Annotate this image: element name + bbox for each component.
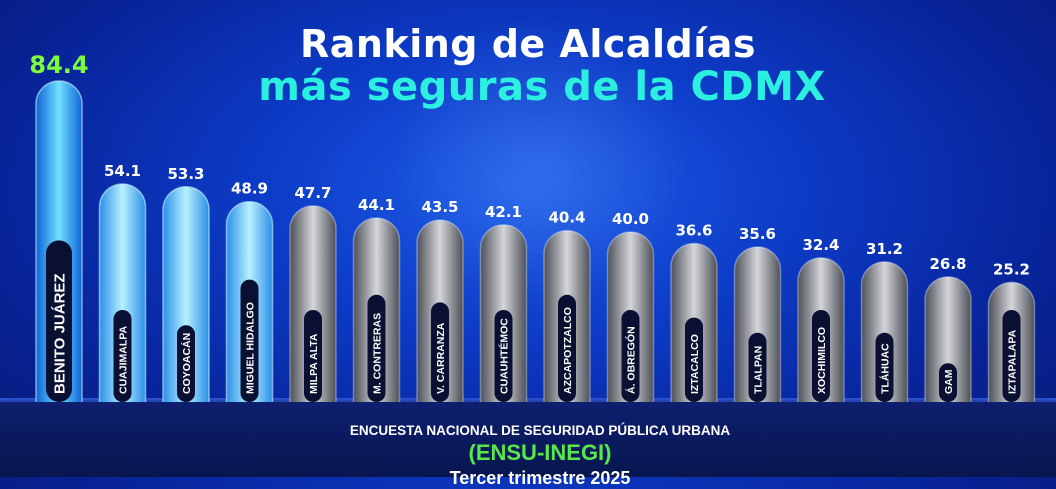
- bar-label-pill-gam: [939, 363, 957, 402]
- bar-label-pill-cuauhtemoc: [494, 310, 513, 402]
- bar-label-pill-cuajimalpa: [113, 310, 132, 402]
- category-label-gam: GAM: [943, 369, 955, 394]
- bar-outline-iztapalapa: [987, 281, 1036, 402]
- bar-label-pill-milpa-alta: [304, 310, 322, 402]
- category-label-tlalpan: TLALPAN: [752, 346, 764, 394]
- bar-label-pill-iztapalapa: [1002, 310, 1021, 402]
- bar-outline-cuauhtemoc: [479, 224, 528, 402]
- value-label-tlalpan: 35.6: [739, 225, 776, 243]
- chart-title-line2: más seguras de la CDMX: [258, 64, 826, 110]
- bar-tlalpan: [734, 246, 781, 402]
- bar-label-pill-tlahuac: [875, 332, 894, 402]
- bar-label-pill-azcapotzalco: [558, 294, 576, 402]
- source-line3: Tercer trimestre 2025: [449, 468, 631, 488]
- bar-outline-benito-juarez: [35, 80, 83, 402]
- bar-chart: BENITO JUÁREZ 84.4 CUAJIMALPA 54.1 COYOACÁN 5…: [29, 51, 1036, 402]
- bar-label-pill-iztacalco: [685, 317, 703, 402]
- source-line2: (ENSU-INEGI): [468, 440, 612, 465]
- bar-outline-cuajimalpa: [98, 183, 147, 402]
- chart-title-line1: Ranking de Alcaldías: [299, 22, 757, 66]
- value-label-coyoacan: 53.3: [167, 165, 204, 183]
- value-label-milpa-alta: 47.7: [294, 184, 331, 202]
- bar-label-pill-coyoacan: [177, 325, 195, 402]
- category-label-azcapotzalco: AZCAPOTZALCO: [562, 307, 574, 394]
- value-label-v-carranza: 43.5: [421, 198, 458, 216]
- value-label-tlahuac: 31.2: [866, 240, 903, 258]
- category-label-cuauhtemoc: CUAUHTÉMOC: [497, 318, 510, 394]
- value-label-cuauhtemoc: 42.1: [485, 203, 522, 221]
- value-label-gam: 26.8: [929, 255, 966, 273]
- category-label-coyoacan: COYOACÁN: [180, 333, 193, 394]
- source-line1: ENCUESTA NACIONAL DE SEGURIDAD PÚBLICA U…: [349, 423, 731, 438]
- category-label-benito-juarez: BENITO JUÁREZ: [51, 273, 68, 394]
- bar-tlahuac: [861, 261, 908, 402]
- category-label-tlahuac: TLÁHUAC: [878, 343, 891, 394]
- value-label-xochimilco: 32.4: [802, 236, 839, 254]
- bar-label-pill-a-obregon: [621, 310, 640, 402]
- bar-outline-v-carranza: [416, 219, 464, 402]
- bar-label-pill-m-contreras: [367, 294, 386, 402]
- category-label-miguel-hidalgo: MIGUEL HIDALGO: [244, 302, 256, 394]
- category-label-xochimilco: XOCHIMILCO: [816, 327, 828, 394]
- category-label-iztacalco: IZTACALCO: [689, 334, 701, 394]
- category-label-a-obregon: Á. OBREGÓN: [624, 326, 637, 394]
- bar-outline-xochimilco: [797, 257, 845, 402]
- value-label-iztacalco: 36.6: [675, 222, 712, 240]
- value-label-miguel-hidalgo: 48.9: [231, 180, 268, 198]
- bar-outline-miguel-hidalgo: [225, 201, 274, 402]
- floor-panel: [0, 402, 1056, 477]
- bar-coyoacan: [163, 186, 209, 402]
- bar-label-pill-benito-juarez: [46, 240, 72, 402]
- bar-label-pill-xochimilco: [812, 310, 830, 402]
- value-label-azcapotzalco: 40.4: [548, 209, 585, 227]
- value-label-m-contreras: 44.1: [358, 196, 395, 214]
- value-label-benito-juarez: 84.4: [29, 51, 88, 79]
- value-label-iztapalapa: 25.2: [993, 260, 1030, 278]
- bar-milpa-alta: [290, 205, 336, 402]
- bar-label-pill-v-carranza: [431, 302, 449, 402]
- bar-outline-coyoacan: [162, 186, 210, 402]
- bar-outline-tlalpan: [733, 246, 782, 402]
- bar-label-pill-tlalpan: [748, 332, 767, 402]
- bar-outline-a-obregon: [606, 231, 655, 402]
- bar-cuajimalpa: [99, 184, 146, 402]
- bar-outline-azcapotzalco: [543, 229, 591, 402]
- bar-outline-iztacalco: [670, 242, 718, 402]
- bar-outline-gam: [924, 276, 972, 402]
- bar-outline-tlahuac: [860, 261, 909, 402]
- category-label-iztapalapa: IZTAPALAPA: [1006, 329, 1018, 394]
- category-label-milpa-alta: MILPA ALTA: [308, 333, 320, 394]
- value-label-cuajimalpa: 54.1: [104, 162, 141, 180]
- category-label-v-carranza: V. CARRANZA: [435, 322, 447, 394]
- category-label-cuajimalpa: CUAJIMALPA: [117, 326, 129, 394]
- bar-gam: [925, 276, 971, 402]
- bar-outline-m-contreras: [352, 217, 401, 402]
- bar-label-pill-miguel-hidalgo: [240, 279, 259, 402]
- bar-outline-milpa-alta: [289, 205, 337, 402]
- category-label-m-contreras: M. CONTRERAS: [371, 313, 383, 394]
- value-label-a-obregon: 40.0: [612, 210, 649, 228]
